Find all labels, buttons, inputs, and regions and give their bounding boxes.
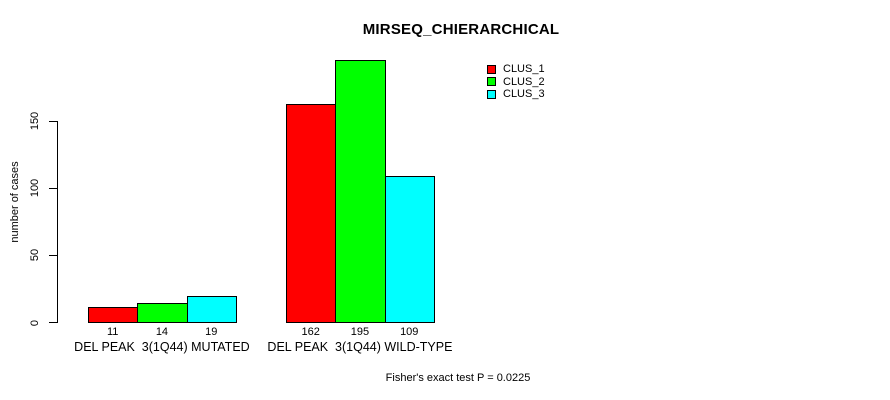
bar-value-label: 109	[400, 326, 419, 338]
legend-entry-clus_1: CLUS_1	[487, 63, 545, 76]
chart-title: MIRSEQ_CHIERARCHICAL	[362, 21, 560, 38]
bar-clus_1-group2	[286, 104, 337, 323]
y-tick-label: 150	[29, 111, 41, 131]
bar-value-label: 14	[155, 326, 169, 338]
bar-clus_2-group2	[335, 60, 386, 323]
legend-label: CLUS_2	[503, 75, 545, 88]
bar-clus_1-group1	[88, 307, 139, 323]
y-axis-title: number of cases	[9, 161, 21, 243]
bar-clus_2-group1	[137, 303, 188, 323]
bar-value-label: 162	[301, 326, 320, 338]
y-tick-label: 100	[29, 178, 41, 198]
bar-clus_3-group2	[384, 175, 435, 323]
legend-entry-clus_3: CLUS_3	[487, 88, 545, 101]
legend-label: CLUS_3	[503, 88, 545, 101]
y-tick-mark	[49, 322, 57, 323]
y-tick-label: 50	[29, 249, 41, 262]
y-tick-mark	[49, 254, 57, 256]
bar-clus_3-group1	[186, 296, 237, 323]
bar-value-label: 195	[350, 326, 370, 338]
legend-swatch	[487, 64, 496, 74]
y-axis-line	[57, 121, 58, 323]
legend-label: CLUS_1	[503, 63, 545, 76]
bar-value-label: 11	[106, 326, 119, 338]
legend-entry-clus_2: CLUS_2	[487, 76, 545, 89]
legend: CLUS_1 CLUS_2 CLUS_3	[487, 63, 545, 101]
bar-value-label: 19	[205, 326, 218, 338]
x-category-label-wild-type: DEL PEAK 3(1Q44) WILD-TYPE	[267, 340, 453, 354]
legend-swatch	[487, 77, 496, 87]
legend-swatch	[487, 89, 496, 99]
fisher-test-footnote: Fisher's exact test P = 0.0225	[385, 372, 531, 384]
y-tick-mark	[49, 120, 57, 122]
y-tick-label: 0	[29, 319, 41, 326]
y-tick-mark	[49, 187, 57, 189]
x-category-label-mutated: DEL PEAK 3(1Q44) MUTATED	[74, 340, 250, 354]
